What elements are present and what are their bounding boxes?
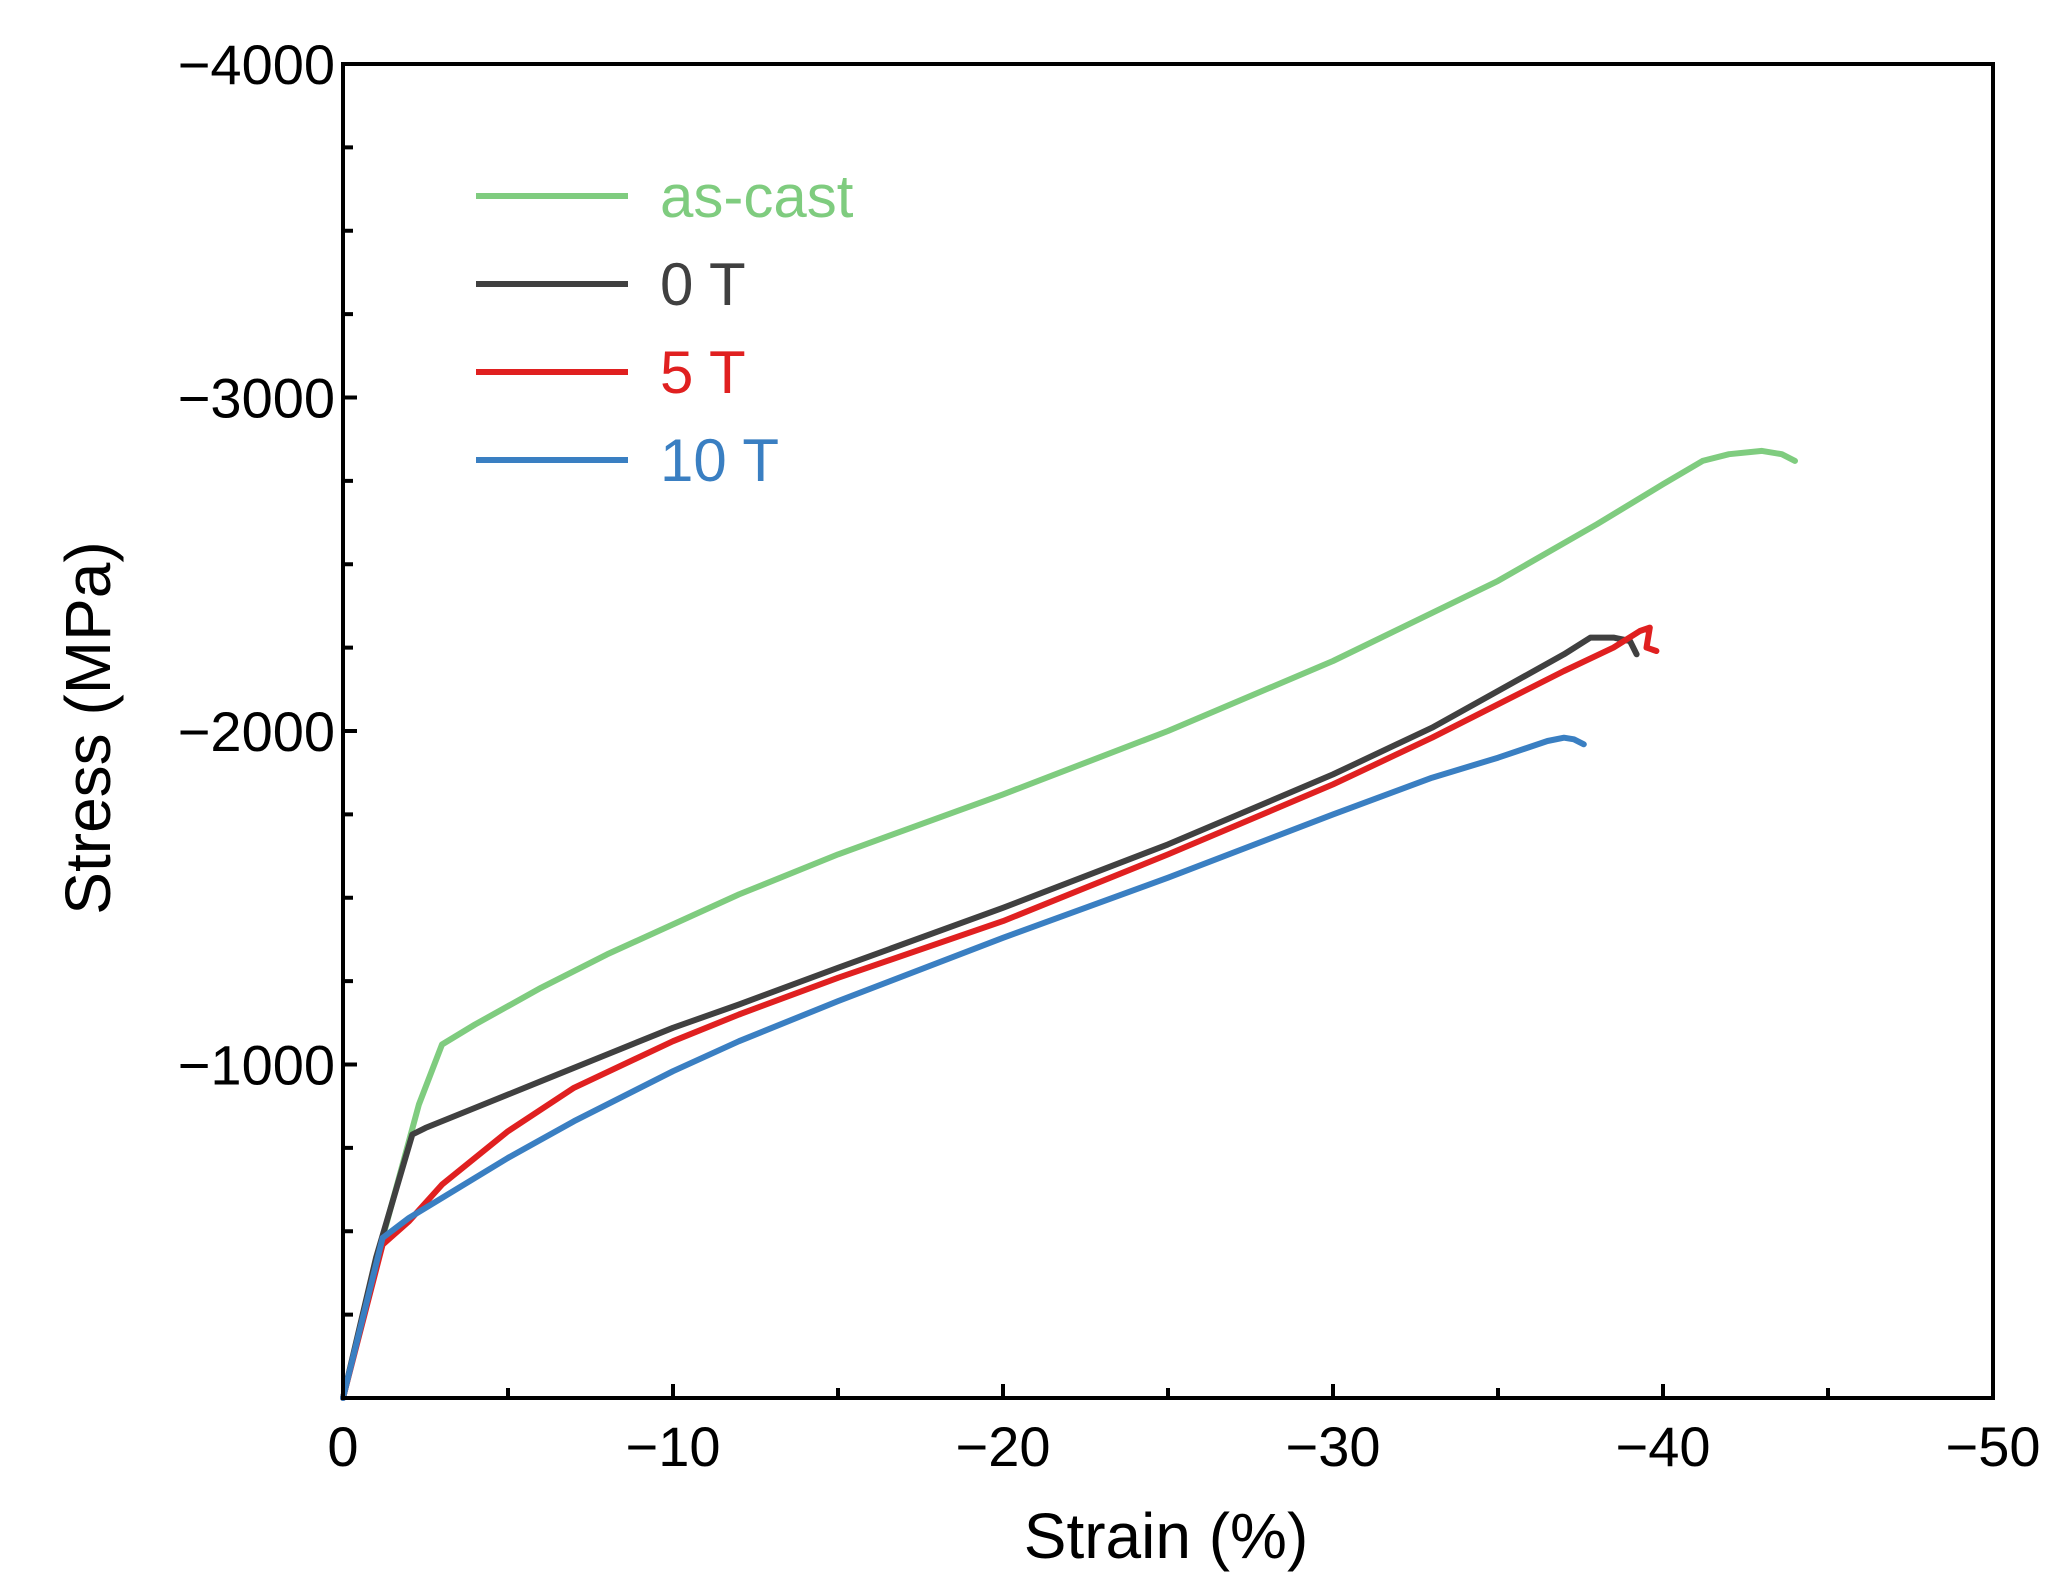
x-tick-label: −20 [956, 1415, 1051, 1478]
x-tick-label: −50 [1946, 1415, 2041, 1478]
axes-layer: 0 −10 −20 −30 −40 −50 −1000 −2000 −3000 −4000 [178, 33, 2041, 1478]
series-line-3 [340, 734, 1587, 1401]
x-tick-label: −40 [1616, 1415, 1711, 1478]
series-line-1 [340, 634, 1640, 1401]
series-layer [340, 447, 1798, 1401]
legend-label-0: as-cast [660, 163, 854, 230]
y-tick-label: −1000 [178, 1034, 335, 1097]
x-tick-label: 0 [327, 1415, 358, 1478]
legend-label-2: 5 T [660, 339, 746, 406]
legend-label-1: 0 T [660, 251, 746, 318]
series-line-0 [340, 447, 1798, 1401]
x-tick-label: −10 [626, 1415, 721, 1478]
y-tick-label: −3000 [178, 367, 335, 430]
y-axis-title: Stress (MPa) [52, 541, 124, 914]
series-line-2 [340, 624, 1660, 1401]
legend: as-cast 0 T 5 T 10 T [476, 163, 854, 494]
legend-label-3: 10 T [660, 427, 779, 494]
y-tick-label: −2000 [178, 700, 335, 763]
y-tick-label: −4000 [178, 33, 335, 96]
x-axis-title: Strain (%) [1024, 1500, 1309, 1572]
x-tick-label: −30 [1286, 1415, 1381, 1478]
